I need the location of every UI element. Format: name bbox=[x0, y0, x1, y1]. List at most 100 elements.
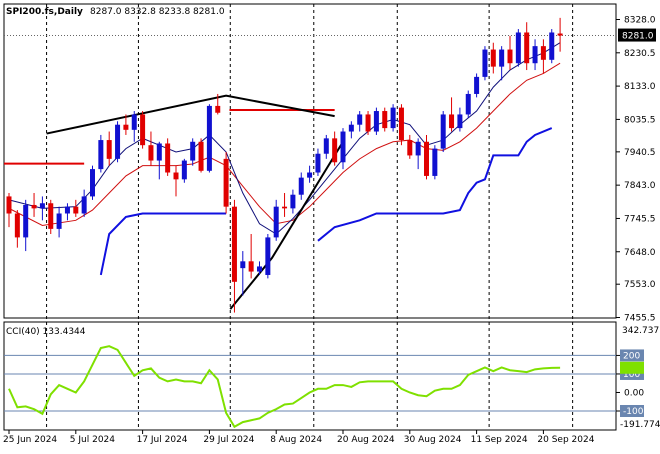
candle bbox=[48, 199, 54, 234]
candle-body bbox=[290, 194, 296, 209]
date-tick-label: 30 Aug 2024 bbox=[404, 435, 462, 445]
candle-body bbox=[223, 158, 229, 207]
candle-body bbox=[474, 76, 480, 94]
candle bbox=[223, 152, 229, 214]
candle bbox=[373, 107, 379, 135]
price-tick-label: 8328.0 bbox=[624, 16, 656, 26]
cci-tick-label: 0.00 bbox=[624, 388, 644, 398]
candle bbox=[332, 131, 338, 166]
candle-body bbox=[106, 140, 112, 159]
candle-body bbox=[499, 49, 505, 67]
candle bbox=[90, 165, 95, 200]
cci-tick-label: -100 bbox=[623, 407, 644, 417]
candle bbox=[315, 148, 321, 176]
price-tick-label: 8230.5 bbox=[624, 49, 656, 59]
candle-body bbox=[48, 203, 54, 229]
candle-body bbox=[206, 105, 212, 171]
candle-body bbox=[365, 114, 371, 132]
price-tick-label: 7553.0 bbox=[624, 280, 656, 290]
cci-level-box bbox=[620, 405, 644, 418]
cci-scale-top: 342.7377 bbox=[622, 326, 660, 336]
date-tick-label: 25 Jun 2024 bbox=[3, 435, 57, 445]
candle bbox=[231, 199, 237, 313]
candle bbox=[115, 121, 121, 163]
candle bbox=[273, 199, 279, 241]
candle bbox=[540, 39, 546, 74]
candle bbox=[64, 203, 70, 221]
indicator-lines bbox=[4, 35, 616, 429]
symbol-label: SPI200.fs,Daily bbox=[6, 7, 83, 17]
candle bbox=[31, 193, 37, 217]
candle bbox=[257, 261, 262, 275]
candle-body bbox=[382, 111, 388, 129]
candle bbox=[198, 138, 204, 173]
candle-body bbox=[31, 204, 37, 209]
trend-line bbox=[46, 94, 335, 135]
candle bbox=[298, 172, 304, 200]
candle-body bbox=[23, 204, 29, 238]
cci-value-box bbox=[620, 361, 644, 374]
last-price-box bbox=[618, 28, 656, 42]
candle-body bbox=[340, 131, 346, 163]
candle-body bbox=[64, 206, 70, 214]
candle bbox=[290, 189, 296, 214]
candle-body bbox=[273, 206, 279, 238]
candle-body bbox=[348, 124, 354, 132]
candle-body bbox=[449, 114, 455, 129]
candle-body bbox=[6, 196, 12, 214]
candle-body bbox=[332, 138, 338, 163]
candle-body bbox=[173, 172, 179, 180]
date-tick-label: 11 Sep 2024 bbox=[471, 435, 528, 445]
candle-body bbox=[248, 261, 254, 272]
candle bbox=[482, 46, 488, 81]
price-tick-label: 7940.5 bbox=[624, 148, 656, 158]
candle bbox=[382, 107, 388, 132]
candle-body bbox=[482, 49, 488, 77]
candle bbox=[507, 35, 513, 71]
axes: 8328.0 8230.5 8133.0 8035.5 7940.5 7843.0 7745… bbox=[3, 16, 656, 445]
grid-lines bbox=[3, 3, 617, 431]
candles bbox=[6, 17, 563, 313]
cci-label: CCI(40) 133.4344 bbox=[6, 327, 86, 337]
candle-body bbox=[181, 160, 187, 180]
trailing-stop-line bbox=[99, 212, 227, 276]
cci-level-box bbox=[620, 349, 644, 362]
candle-body bbox=[524, 32, 530, 64]
candle bbox=[398, 104, 404, 146]
candle bbox=[181, 158, 187, 183]
candle-body bbox=[440, 114, 446, 149]
sma-long-line bbox=[8, 62, 561, 226]
candle bbox=[524, 22, 530, 71]
candle-body bbox=[532, 46, 538, 64]
date-tick-label: 5 Jul 2024 bbox=[70, 435, 115, 445]
candle bbox=[165, 138, 171, 176]
candle bbox=[449, 97, 455, 132]
candle bbox=[39, 196, 45, 221]
candle-body bbox=[457, 114, 463, 129]
candle bbox=[265, 233, 271, 279]
candle-body bbox=[307, 172, 313, 178]
cci-panel-frame bbox=[3, 321, 617, 431]
candle bbox=[98, 134, 104, 173]
candle bbox=[6, 193, 12, 228]
candle bbox=[282, 193, 288, 217]
cci-header: CCI(40) 133.4344 342.7377 -191.7744 bbox=[6, 326, 660, 430]
candle bbox=[206, 104, 212, 173]
candle-body bbox=[131, 114, 137, 130]
candle bbox=[248, 233, 254, 279]
candle bbox=[415, 138, 421, 170]
candle-body bbox=[190, 141, 196, 161]
candle bbox=[81, 189, 87, 217]
candle-body bbox=[507, 49, 513, 64]
candle bbox=[549, 29, 555, 64]
candle-body bbox=[398, 107, 404, 141]
price-tick-label: 8133.0 bbox=[624, 82, 656, 92]
last-price-label: 8281.0 bbox=[622, 32, 654, 42]
candle bbox=[73, 199, 79, 217]
candle bbox=[23, 199, 29, 252]
candle-body bbox=[549, 32, 555, 60]
candle-body bbox=[390, 107, 396, 129]
candle bbox=[340, 128, 346, 170]
candle-body bbox=[357, 114, 363, 125]
